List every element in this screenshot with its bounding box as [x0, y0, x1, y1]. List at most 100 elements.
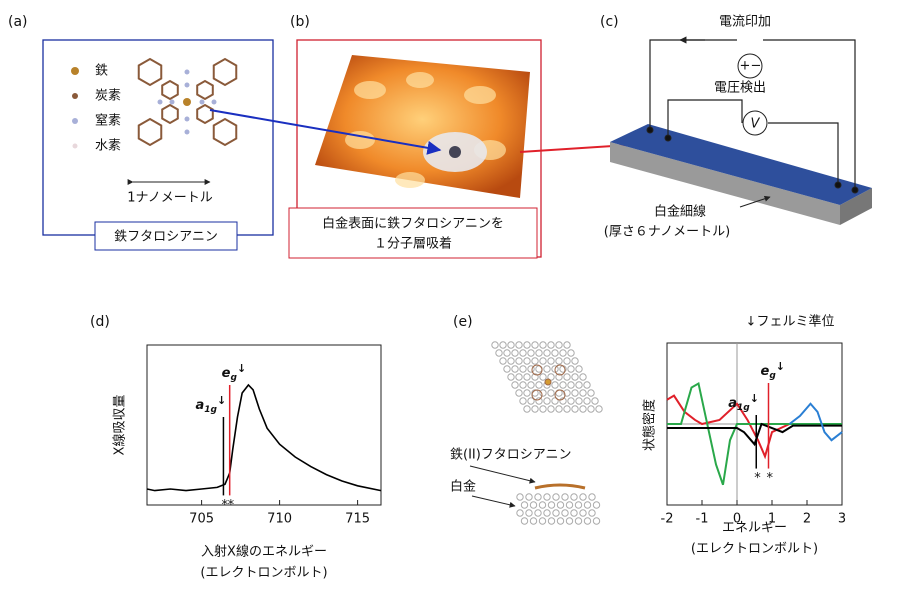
- atom: [183, 98, 191, 106]
- atom: [591, 397, 599, 405]
- x-tick-label: 2: [803, 512, 811, 527]
- atom: [579, 373, 587, 381]
- source: [737, 53, 763, 79]
- lattice: [491, 341, 603, 525]
- terminals: [646, 126, 859, 194]
- atom: [515, 389, 523, 397]
- legend-icon: [72, 93, 78, 99]
- subscript: g: [231, 373, 238, 383]
- atom: [544, 378, 552, 386]
- atom: [184, 116, 190, 122]
- atom: [543, 365, 551, 373]
- atom: [547, 517, 556, 525]
- spin: ↓: [750, 392, 759, 405]
- atom: [555, 341, 563, 349]
- atom: [507, 341, 515, 349]
- atom: [547, 389, 555, 397]
- atom: [583, 501, 592, 509]
- atom: [567, 349, 575, 357]
- panel-label: (a): [8, 14, 28, 30]
- atom: [547, 341, 555, 349]
- atom: [563, 405, 571, 413]
- legend-text: 窒素: [95, 113, 121, 129]
- molecule-spot: [449, 146, 461, 158]
- marker: *: [754, 471, 761, 486]
- source-sign: +: [740, 59, 751, 74]
- y-axis-title: 状態密度: [642, 399, 658, 451]
- legend-text: 水素: [95, 139, 121, 154]
- x-tick-label: 710: [267, 512, 292, 527]
- ring: [137, 117, 163, 147]
- atom: [556, 517, 565, 525]
- atom: [588, 509, 596, 517]
- symbol: a: [195, 398, 204, 413]
- source-sign: −: [751, 59, 762, 74]
- y-axis-title: X線吸収量: [112, 395, 128, 456]
- atom: [538, 501, 547, 509]
- atom: [511, 349, 519, 357]
- atom: [567, 381, 575, 389]
- annotation-label: eg↓: [761, 360, 786, 381]
- atom: [551, 381, 559, 389]
- panel-label: (c): [600, 14, 619, 30]
- atom: [199, 99, 205, 105]
- spin: ↓: [776, 360, 785, 373]
- atom: [531, 341, 539, 349]
- fermi-label: ↓フェルミ準位: [746, 314, 835, 330]
- atom: [534, 509, 542, 517]
- arrow: [739, 195, 771, 208]
- atom: [571, 373, 579, 381]
- atom: [515, 341, 523, 349]
- atom: [595, 405, 603, 413]
- circuit-label: 電流印加: [719, 15, 771, 30]
- legend-icon: [72, 118, 78, 124]
- arrow: [209, 109, 442, 155]
- x-axis-title: (エレクトロンボルト): [200, 566, 327, 581]
- ring: [161, 103, 179, 125]
- plot-frame: [146, 344, 382, 506]
- atom: [565, 501, 574, 509]
- atom: [516, 493, 524, 501]
- x-axis-title: 入射X線のエネルギー: [201, 544, 327, 560]
- atom: [523, 373, 531, 381]
- x-tick-label: 715: [345, 512, 370, 527]
- atom: [575, 381, 583, 389]
- atom: [567, 397, 575, 405]
- subscript: 1g: [737, 403, 750, 413]
- atom: [507, 373, 515, 381]
- symbol: e: [761, 364, 770, 379]
- atom: [575, 397, 583, 405]
- atom: [561, 493, 569, 501]
- atom: [552, 493, 560, 501]
- legend-icon: [71, 67, 79, 75]
- atom: [523, 357, 531, 365]
- ring: [212, 117, 238, 147]
- spin: ↓: [217, 394, 226, 407]
- atom: [579, 405, 587, 413]
- atom: [529, 517, 538, 525]
- atom: [563, 341, 571, 349]
- x-tick-label: 3: [838, 512, 846, 527]
- atom: [539, 357, 547, 365]
- x-tick-label: 0: [733, 512, 741, 527]
- structure-label: 白金: [450, 479, 476, 495]
- atom: [579, 509, 587, 517]
- atom: [587, 405, 595, 413]
- ring: [212, 57, 238, 87]
- atom: [559, 381, 567, 389]
- x-axis-title: エネルギー: [722, 521, 787, 536]
- atom: [552, 509, 560, 517]
- annotation-label: eg↓: [222, 362, 247, 383]
- wire-label: 白金細線: [654, 204, 706, 220]
- atom: [551, 397, 559, 405]
- panel-label: (e): [453, 314, 473, 330]
- atom: [543, 397, 551, 405]
- atom: [519, 397, 527, 405]
- atom: [587, 389, 595, 397]
- ring: [196, 103, 214, 125]
- molecule: [137, 57, 238, 147]
- atom: [527, 349, 535, 357]
- atom: [184, 69, 190, 75]
- atom: [525, 493, 533, 501]
- x-tick-label: 705: [189, 512, 214, 527]
